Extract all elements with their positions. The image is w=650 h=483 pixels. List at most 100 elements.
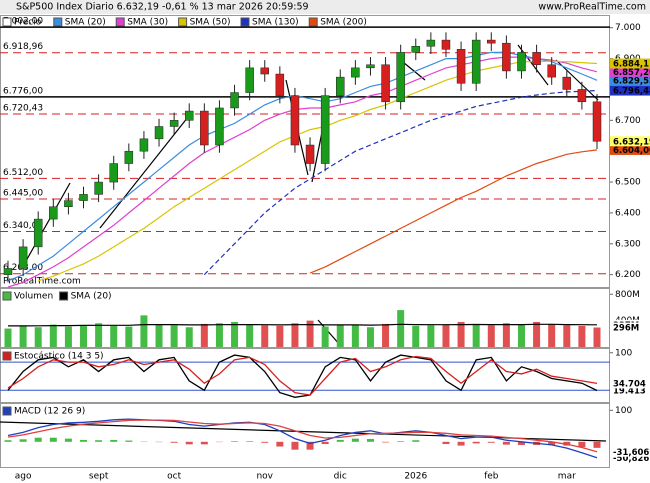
header-bar (0, 0, 650, 14)
candle-body (381, 64, 390, 103)
price-level-label: 6.445,00 (3, 189, 43, 199)
candle-body (592, 101, 602, 142)
histogram-bar (125, 440, 133, 442)
volume-bar (397, 310, 405, 347)
histogram-bar (64, 438, 72, 442)
histogram-bar (321, 441, 329, 445)
volume-bar (170, 325, 178, 347)
y-tick-label: 800M (615, 290, 640, 300)
candle-body (154, 126, 164, 140)
volume-bar (19, 325, 27, 347)
legend-label: SMA (200) (320, 18, 367, 28)
panel-frames (0, 15, 610, 468)
volume-bar (200, 323, 208, 347)
candle-body (562, 76, 572, 90)
y-tick-label: 6.300 (615, 239, 641, 249)
candle-body (64, 200, 73, 207)
y-tick-label: 100 (615, 348, 632, 358)
volume-bar (533, 321, 541, 347)
volume-bar (64, 326, 72, 347)
volume-bar (49, 324, 57, 347)
volume-bar (382, 323, 390, 347)
volume-bar (231, 321, 239, 347)
histogram-bar (185, 441, 193, 445)
candle-body (336, 76, 345, 96)
volume-bar (442, 324, 450, 347)
volume-bar (125, 326, 133, 347)
histogram-bar (261, 441, 269, 443)
candle-body (94, 181, 103, 195)
value-badge (610, 452, 650, 463)
value-badge (610, 446, 650, 457)
histogram-bar (80, 439, 88, 442)
chart-title: S&P500 Index Diario 6.632,19 -0,61 % 13 … (16, 2, 309, 13)
histogram-bar (170, 441, 178, 443)
candle-body (471, 39, 481, 84)
histogram-bar (34, 437, 42, 442)
series-line (7, 355, 598, 396)
value-badge (610, 58, 650, 69)
x-tick-label: ago (15, 472, 32, 482)
histogram-bar (593, 441, 601, 448)
legend-label: MACD (12 26 9) (14, 407, 85, 417)
value-badge (610, 66, 650, 77)
histogram-bar (397, 441, 405, 442)
series-line (203, 89, 598, 276)
legend-swatch (178, 17, 188, 27)
value-badge-label: 6.857,26 (613, 68, 650, 78)
volume-bar (155, 324, 163, 347)
series-line (7, 418, 598, 459)
series-line (309, 149, 598, 274)
histogram-bar (442, 441, 450, 445)
y-tick-label: 6.500 (615, 178, 641, 188)
legend-label: Estocástico (14 3 5) (14, 352, 104, 362)
legend-swatch (2, 17, 12, 27)
histogram-bar (336, 439, 344, 442)
legend-label: SMA (20) (71, 292, 112, 302)
candle-body (139, 138, 149, 152)
value-badge (610, 322, 650, 333)
histogram-bar (49, 437, 57, 442)
histogram-bar (548, 441, 556, 445)
site: www.ProRealTime.com (538, 2, 646, 13)
volume-bar (366, 327, 374, 347)
x-tick-label: feb (484, 472, 499, 482)
candle-body (577, 89, 587, 103)
candle-body (411, 45, 421, 53)
histogram-bar (412, 440, 420, 442)
candle-body (487, 39, 496, 44)
price-level-label: 6.918,96 (3, 42, 43, 52)
price-level-label: 6.776,00 (3, 86, 43, 96)
volume-bar (34, 327, 42, 347)
volume-bar (578, 325, 586, 347)
x-tick-label: sept (89, 472, 109, 482)
value-badge-label: 6.796,48 (613, 87, 650, 97)
x-tick-label: nov (256, 472, 273, 482)
candle-body (441, 39, 451, 50)
legend-swatch (308, 17, 318, 27)
candle-body (351, 67, 360, 78)
value-badge-label: 34.704 (613, 379, 646, 389)
value-badge-label: 6.829,52 (613, 76, 650, 86)
candle-body (305, 144, 315, 164)
histogram-bar (110, 439, 118, 442)
y-tick-label: 100 (615, 406, 632, 416)
x-tick-label: mar (558, 472, 576, 482)
value-badge-label: 6.604,06 (613, 146, 650, 156)
volume-bar (336, 325, 344, 347)
y-tick-label: 6.200 (615, 270, 641, 280)
value-badge-label: 296M (613, 323, 639, 333)
volume-bar (185, 327, 193, 347)
candle-body (275, 73, 285, 96)
price-level-label: 6.720,43 (3, 104, 43, 114)
legend-swatch (115, 17, 125, 27)
series-line (7, 419, 598, 453)
x-tick-label: dic (334, 472, 347, 482)
value-badge-label: -50,826 (613, 454, 649, 464)
volume-bar (412, 325, 420, 347)
legend-label: SMA (30) (127, 18, 168, 28)
volume-bar (427, 325, 435, 347)
histogram-bar (291, 441, 299, 450)
price-level-label: 7.002,00 (3, 17, 43, 27)
value-badge-label: 6.632,19 (613, 137, 650, 147)
